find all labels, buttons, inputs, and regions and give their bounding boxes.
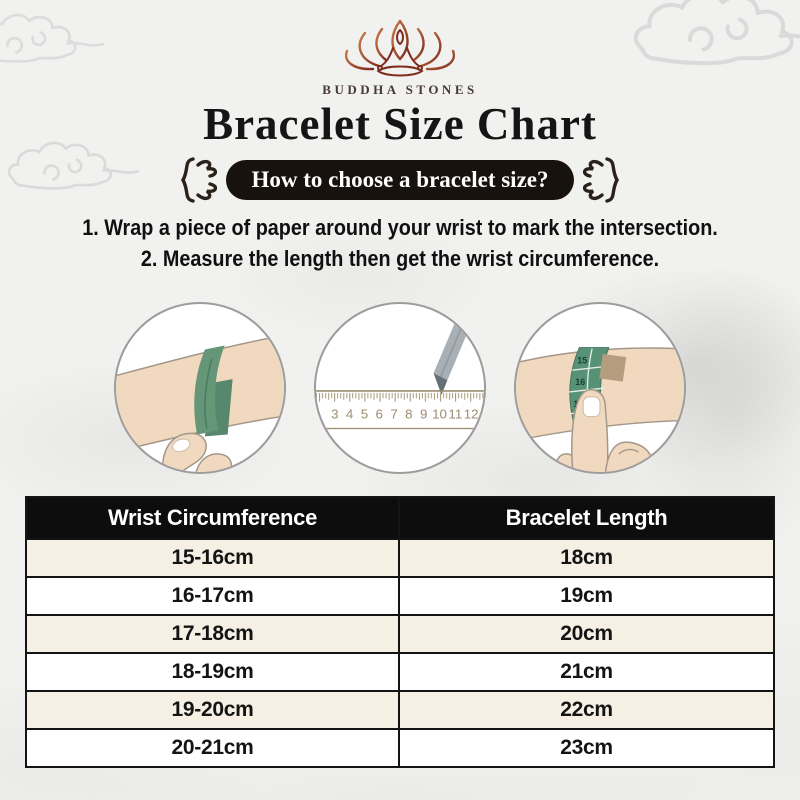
table-row: 19-20cm 22cm [27,690,773,728]
lotus-meditation-icon [344,19,456,77]
wrist-value: 15-16cm [27,540,400,576]
ruler-number: 12 [464,407,479,422]
illustration-tape-reading: 15 16 17 2 [514,302,686,474]
ruler-number: 9 [420,407,427,422]
tape-number: 15 [577,355,587,365]
wrist-value: 18-19cm [27,654,400,690]
header-wrist-circumference: Wrist Circumference [27,498,400,538]
length-value: 20cm [560,622,613,645]
header-bracelet-length: Bracelet Length [505,505,668,530]
right-flourish-icon [582,157,619,203]
ruler-number: 5 [361,407,368,422]
ruler-number: 11 [448,407,462,422]
length-value: 23cm [560,736,613,759]
brand-logo [0,18,800,85]
length-value: 22cm [560,698,613,721]
wrist-value: 20-21cm [27,730,400,766]
brand-name: BUDDHA STONES [322,82,478,97]
length-value: 19cm [560,584,613,607]
instruction-step-1: 1. Wrap a piece of paper around your wri… [82,215,718,240]
instructions: 1. Wrap a piece of paper around your wri… [0,212,800,274]
ruler-number: 10 [432,407,447,422]
wrist-value: 17-18cm [27,616,400,652]
table-row: 16-17cm 19cm [27,576,773,614]
table-row: 17-18cm 20cm [27,614,773,652]
table-row: 20-21cm 23cm [27,728,773,766]
ruler-number: 3 [331,407,338,422]
length-value: 21cm [560,660,613,683]
badge-question: How to choose a bracelet size? [226,160,574,200]
table-row: 18-19cm 21cm [27,652,773,690]
illustration-wrap-paper [114,302,286,474]
illustration-ruler-measure: 3 4 5 6 7 8 9 10 11 12 [314,302,486,474]
left-flourish-icon [181,157,218,203]
page-title: Bracelet Size Chart [203,99,597,149]
ruler-number: 4 [346,407,354,422]
length-value: 18cm [560,546,613,569]
wrist-value: 19-20cm [27,692,400,728]
size-table: Wrist Circumference Bracelet Length 15-1… [25,496,775,768]
instruction-step-2: 2. Measure the length then get the wrist… [140,246,660,271]
ruler-number: 7 [390,407,397,422]
step-illustrations: 3 4 5 6 7 8 9 10 11 12 [0,302,800,474]
table-row: 15-16cm 18cm [27,538,773,576]
ruler-number: 6 [376,407,383,422]
tape-number: 16 [575,377,585,387]
table-header-row: Wrist Circumference Bracelet Length [27,498,773,538]
ruler-number: 8 [405,407,412,422]
badge-row: How to choose a bracelet size? [0,154,800,206]
wrist-value: 16-17cm [27,578,400,614]
